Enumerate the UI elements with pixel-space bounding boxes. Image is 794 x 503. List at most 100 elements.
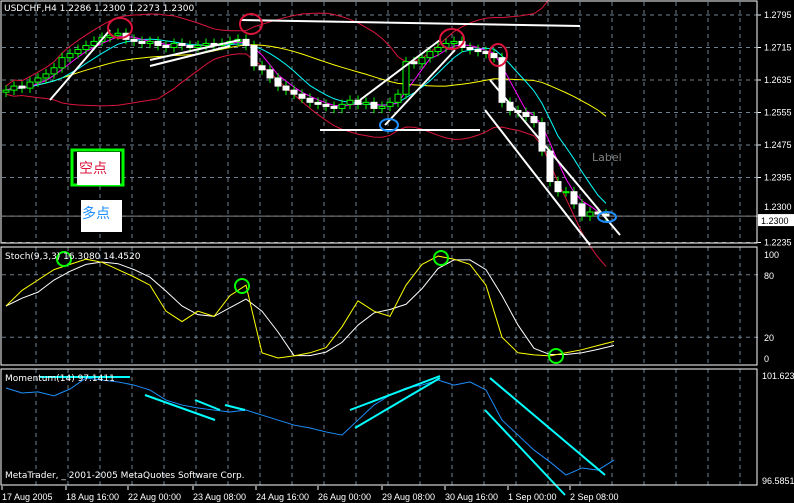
trendline: [149, 39, 241, 61]
signal-circle: [548, 348, 564, 364]
candle: [202, 42, 210, 46]
signal-circle: [234, 278, 250, 294]
candle: [90, 40, 98, 46]
momentum-trendline: [484, 409, 566, 496]
candle: [250, 44, 258, 67]
high-circle: [107, 17, 133, 39]
short-label-box[interactable]: [77, 152, 120, 185]
y-tick-label: 1.2300: [764, 202, 792, 212]
candle: [26, 81, 34, 89]
candle: [306, 97, 314, 103]
long-label-box[interactable]: [81, 200, 122, 232]
candle: [194, 44, 202, 48]
short-label: 空点: [79, 161, 107, 177]
x-tick-label: 26 Aug 00:00: [318, 492, 371, 502]
candle: [154, 40, 162, 46]
x-tick-label: 23 Aug 08:00: [193, 492, 246, 502]
candle: [570, 191, 578, 205]
current-price-box: [758, 214, 794, 227]
trendline: [49, 29, 111, 101]
stoch-signal-line: [5, 259, 615, 357]
candle: [354, 99, 362, 105]
candle: [10, 85, 18, 91]
high-circle: [239, 13, 263, 35]
candle: [42, 73, 50, 79]
candle: [242, 38, 250, 46]
candle: [74, 49, 82, 55]
candle: [578, 203, 586, 217]
stochastic-panel[interactable]: [5, 250, 615, 364]
current-price-label: 1.2300: [761, 216, 789, 226]
momentum-tick-label: 101.623: [762, 371, 794, 381]
candle: [586, 211, 594, 217]
momentum-panel[interactable]: [5, 375, 615, 496]
y-tick-label: 1.2795: [764, 10, 792, 20]
chart-title: USDCHF,H4 1.2286 1.2300 1.2273 1.2300: [4, 4, 194, 14]
candle: [362, 101, 370, 105]
momentum-trendline: [194, 399, 221, 411]
signal-circle: [433, 250, 449, 266]
momentum-trendline: [354, 377, 441, 429]
y-tick-label: 1.2555: [764, 107, 792, 117]
x-tick-label: 24 Aug 16:00: [256, 492, 309, 502]
candle: [162, 44, 170, 48]
candle: [34, 77, 42, 83]
candle: [370, 101, 378, 109]
x-tick-label: 29 Aug 08:00: [382, 492, 435, 502]
y-tick-label: 1.2715: [764, 42, 792, 52]
y-tick-label: 1.2235: [764, 237, 792, 247]
x-tick-label: 17 Aug 2005: [2, 492, 53, 502]
high-circle: [488, 43, 508, 67]
bollinger-lower: [5, 53, 607, 267]
candle: [450, 40, 458, 44]
y-tick-label: 1.2635: [764, 75, 792, 85]
candle: [2, 89, 10, 93]
candle: [530, 116, 538, 124]
stoch-tick-label: 20: [764, 333, 774, 343]
candle: [130, 38, 138, 42]
candle: [386, 101, 394, 107]
candle: [330, 105, 338, 109]
candle: [282, 85, 290, 91]
text-label[interactable]: Label: [592, 151, 622, 164]
candle: [146, 40, 154, 44]
momentum-title: Momentum(14) 97.1411: [5, 374, 115, 384]
candle: [562, 191, 570, 194]
candle: [314, 101, 322, 105]
x-tick-label: 2 Sep 08:00: [570, 492, 619, 502]
trendline: [484, 109, 591, 246]
candle: [50, 67, 58, 75]
low-circle: [597, 211, 617, 223]
candle: [346, 99, 354, 105]
candle: [498, 57, 506, 103]
copyright-text: MetaTrader, _ 2001-2005 MetaQuotes Softw…: [5, 471, 245, 481]
bollinger-upper: [5, 0, 550, 87]
low-circle: [379, 118, 399, 132]
candle: [522, 111, 530, 118]
candle: [418, 57, 426, 65]
candle: [546, 150, 554, 183]
price-panel[interactable]: [2, 0, 758, 267]
signal-circle: [56, 251, 72, 267]
candle: [490, 53, 498, 59]
momentum-trendline: [349, 375, 441, 411]
y-tick-label: 1.2395: [764, 172, 792, 182]
momentum-tick-label: 96.5851: [762, 476, 794, 486]
stoch-title: Stoch(9,3,3) 16.3080 14.4520: [5, 252, 141, 262]
candle: [18, 85, 26, 89]
candle: [82, 44, 90, 51]
x-tick-label: 30 Aug 16:00: [445, 492, 498, 502]
candle: [322, 103, 330, 107]
trendline: [384, 49, 456, 126]
candle: [538, 122, 546, 152]
x-tick-label: 22 Aug 00:00: [128, 492, 181, 502]
trendline: [149, 45, 231, 67]
y-tick-label: 1.2475: [764, 140, 792, 150]
trendline: [239, 19, 581, 27]
candle: [274, 77, 282, 87]
candle: [298, 93, 306, 99]
momentum-trendline: [489, 377, 606, 476]
candle: [266, 69, 274, 79]
stoch-tick-label: 80: [764, 271, 774, 281]
